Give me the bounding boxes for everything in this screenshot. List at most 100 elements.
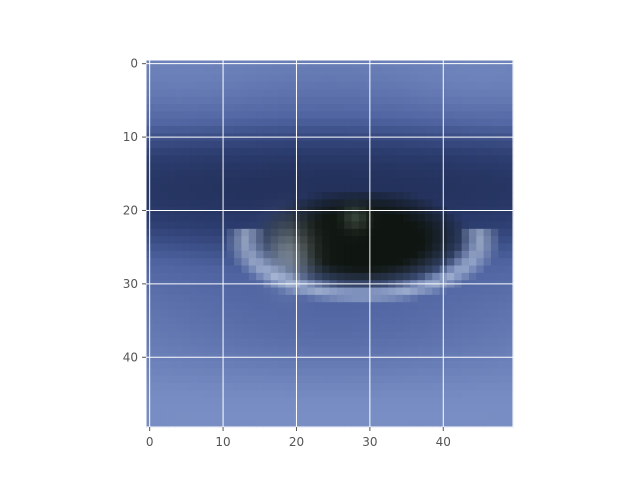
heatmap-cell: [168, 404, 176, 413]
heatmap-cell: [160, 302, 169, 311]
heatmap-cell: [461, 397, 470, 406]
heatmap-cell: [373, 360, 382, 369]
heatmap-cell: [278, 126, 287, 134]
heatmap-cell: [490, 192, 499, 201]
heatmap-cell: [498, 258, 507, 267]
heatmap-cell: [322, 228, 331, 237]
heatmap-cell: [168, 258, 176, 267]
heatmap-cell: [468, 104, 477, 112]
heatmap-cell: [336, 199, 345, 208]
heatmap-cell: [212, 360, 220, 369]
heatmap-cell: [204, 221, 213, 230]
heatmap-cell: [322, 170, 331, 179]
heatmap-cell: [395, 155, 404, 164]
heatmap-cell: [329, 140, 338, 149]
heatmap-cell: [410, 118, 419, 127]
heatmap-cell: [248, 390, 257, 399]
heatmap-cell: [490, 96, 499, 105]
heatmap-cell: [358, 96, 367, 105]
heatmap-cell: [410, 96, 419, 105]
heatmap-cell: [461, 419, 470, 428]
heatmap-cell: [424, 243, 433, 252]
heatmap-cell: [454, 199, 463, 208]
heatmap-cell: [468, 360, 477, 369]
heatmap-cell: [432, 302, 441, 311]
heatmap-cell: [432, 316, 441, 325]
heatmap-cell: [461, 375, 470, 384]
heatmap-cell: [248, 382, 257, 391]
heatmap-cell: [336, 338, 345, 347]
heatmap-cell: [336, 96, 345, 105]
heatmap-cell: [388, 316, 397, 325]
heatmap-cell: [153, 331, 162, 340]
heatmap-cell: [182, 170, 191, 179]
heatmap-cell: [461, 412, 470, 421]
heatmap-cell: [351, 265, 360, 274]
heatmap-cell: [461, 309, 470, 318]
heatmap-cell: [336, 412, 345, 421]
heatmap-cell: [285, 368, 294, 377]
heatmap-cell: [182, 368, 191, 377]
heatmap-cell: [197, 111, 206, 120]
heatmap-cell: [204, 170, 213, 179]
heatmap-cell: [351, 250, 360, 259]
heatmap-cell: [168, 243, 176, 252]
heatmap-cell: [373, 346, 382, 355]
heatmap-cell: [351, 89, 360, 98]
heatmap-cell: [476, 302, 485, 311]
heatmap-cell: [153, 221, 162, 230]
heatmap-cell: [270, 177, 279, 186]
heatmap-cell: [461, 250, 470, 259]
heatmap-cell: [307, 309, 316, 318]
heatmap-cell: [278, 82, 287, 90]
heatmap-cell: [329, 419, 338, 428]
heatmap-cell: [278, 258, 287, 267]
heatmap-cell: [285, 324, 294, 333]
heatmap-cell: [234, 82, 243, 90]
heatmap-cell: [505, 272, 514, 281]
heatmap-cell: [256, 236, 265, 245]
heatmap-cell: [160, 390, 169, 399]
heatmap-cell: [226, 148, 235, 157]
heatmap-cell: [417, 404, 426, 413]
heatmap-cell: [498, 192, 507, 201]
heatmap-cell: [358, 287, 367, 296]
heatmap-cell: [153, 126, 162, 134]
heatmap-cell: [329, 192, 338, 201]
heatmap-cell: [256, 331, 265, 340]
heatmap-cell: [358, 126, 367, 134]
heatmap-cell: [373, 243, 382, 252]
heatmap-cell: [351, 148, 360, 157]
heatmap-cell: [380, 294, 389, 303]
heatmap-cell: [175, 111, 184, 120]
heatmap-cell: [505, 360, 514, 369]
heatmap-cell: [322, 243, 331, 252]
heatmap-cell: [417, 74, 426, 83]
heatmap-cell: [285, 199, 294, 208]
heatmap-cell: [285, 404, 294, 413]
heatmap-cell: [248, 265, 257, 274]
heatmap-cell: [175, 104, 184, 112]
heatmap-cell: [505, 148, 514, 157]
heatmap-cell: [190, 192, 198, 201]
heatmap-cell: [168, 111, 176, 120]
heatmap-cell: [248, 96, 257, 105]
heatmap-cell: [498, 214, 507, 223]
heatmap-cell: [358, 258, 367, 267]
heatmap-cell: [175, 331, 184, 340]
heatmap-cell: [454, 265, 463, 274]
heatmap-cell: [358, 331, 367, 340]
heatmap-cell: [424, 265, 433, 274]
heatmap-cell: [234, 397, 243, 406]
heatmap-cell: [468, 118, 477, 127]
heatmap-cell: [461, 346, 470, 355]
heatmap-cell: [483, 118, 492, 127]
heatmap-cell: [402, 199, 411, 208]
heatmap-cell: [402, 104, 411, 112]
heatmap-cell: [454, 397, 463, 406]
heatmap-cell: [483, 404, 492, 413]
heatmap-cell: [380, 412, 389, 421]
heatmap-cell: [432, 140, 441, 149]
heatmap-cell: [329, 375, 338, 384]
heatmap-cell: [314, 382, 323, 391]
